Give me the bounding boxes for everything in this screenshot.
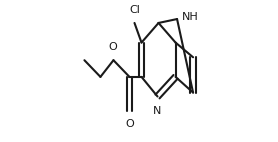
Text: NH: NH	[182, 12, 199, 22]
Text: O: O	[125, 119, 134, 129]
Text: O: O	[108, 42, 117, 52]
Text: N: N	[153, 106, 162, 116]
Text: Cl: Cl	[129, 5, 140, 15]
